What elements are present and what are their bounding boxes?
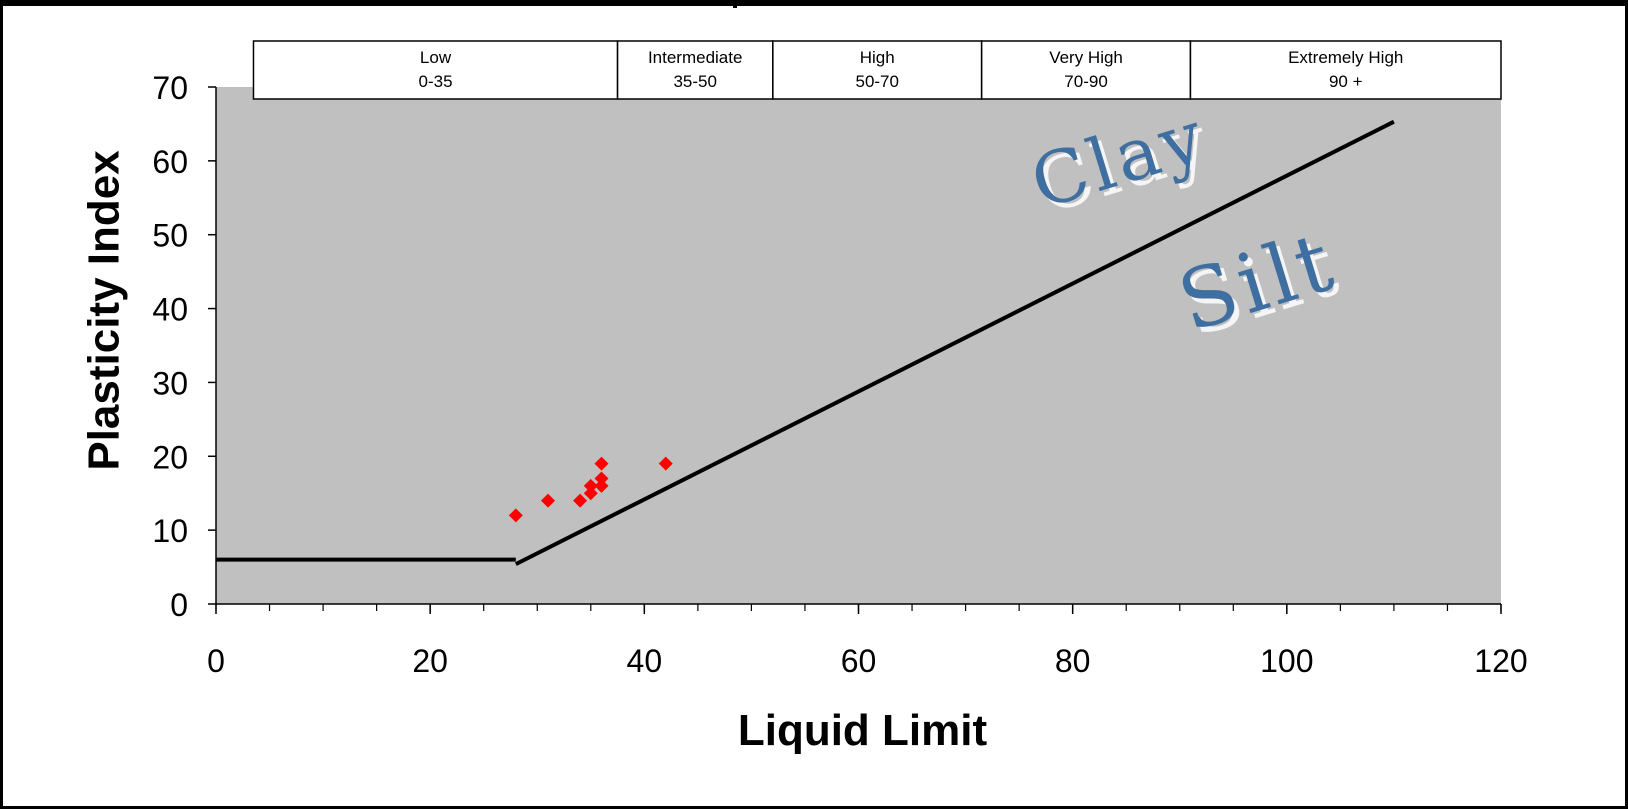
band-range: 35-50 [673, 72, 716, 91]
data-point [573, 493, 588, 508]
y-tick-label: 60 [152, 144, 188, 180]
plasticity-band-header: Low 0-35 Intermediate 35-50 High 50-70 Very Hi… [252, 40, 1502, 100]
data-point [583, 478, 598, 493]
band-name: Intermediate [648, 48, 743, 67]
data-point [594, 478, 609, 493]
y-tick-label: 0 [170, 587, 188, 623]
band-name: High [860, 48, 895, 67]
x-tick-label: 0 [207, 643, 225, 679]
data-point [594, 471, 609, 486]
data-point [658, 456, 673, 471]
x-axis-title: Liquid Limit [738, 706, 988, 755]
band-box [616, 40, 774, 100]
band-box [980, 40, 1192, 100]
y-tick-label: 30 [152, 365, 188, 401]
band-range: 50-70 [855, 72, 898, 91]
band-name: Very High [1049, 48, 1123, 67]
y-tick-label: 70 [152, 70, 188, 106]
data-points [508, 456, 673, 523]
reference-line [514, 119, 1395, 566]
x-tick-label: 80 [1055, 643, 1091, 679]
band-range: 70-90 [1064, 72, 1107, 91]
x-tick-label: 40 [627, 643, 663, 679]
data-point [583, 486, 598, 501]
data-point [594, 456, 609, 471]
data-point [540, 493, 555, 508]
band-box [1189, 40, 1502, 100]
x-tick-label: 20 [412, 643, 448, 679]
top-divider [733, 0, 737, 8]
y-axis-title: Plasticity Index [80, 150, 129, 471]
band-box [772, 40, 983, 100]
y-tick-label: 10 [152, 513, 188, 549]
y-tick-label: 50 [152, 218, 188, 254]
reference-lines [216, 119, 1395, 566]
band-name: Low [420, 48, 452, 67]
y-tick-label: 20 [152, 439, 188, 475]
band-range: 0-35 [419, 72, 453, 91]
data-point [508, 508, 523, 523]
x-tick-label: 120 [1474, 643, 1527, 679]
band-name: Extremely High [1288, 48, 1403, 67]
x-tick-label: 60 [841, 643, 877, 679]
x-tick-label: 100 [1260, 643, 1313, 679]
band-range: 90 + [1329, 72, 1363, 91]
axes: 0 20 40 60 80 100 120 0 10 20 30 40 50 60 70 [152, 70, 1527, 679]
plot-area [216, 87, 1501, 604]
y-tick-label: 40 [152, 292, 188, 328]
